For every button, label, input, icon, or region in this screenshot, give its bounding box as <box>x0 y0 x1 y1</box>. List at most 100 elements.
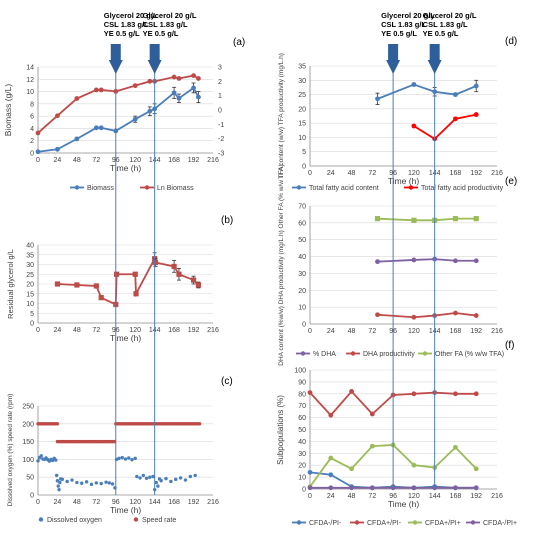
x-tick-label-c: 168 <box>168 499 180 506</box>
data-point-e-1 <box>453 310 458 316</box>
y-tick-label-e: 0 <box>302 322 306 329</box>
legend-label-c: Dissolved oxygen <box>47 517 102 524</box>
legend-label-e: DHA productivity <box>363 351 415 358</box>
x-tick-label-f: 192 <box>470 493 482 500</box>
y-tick-label-a: 0 <box>30 151 34 158</box>
data-point-a-0 <box>98 125 104 131</box>
y-tick-label-f: 30 <box>298 451 306 458</box>
data-point-c-0 <box>133 456 137 461</box>
y2-tick-label-a: 3 <box>218 65 222 72</box>
data-point-c-0 <box>110 482 115 486</box>
data-point-a-1 <box>196 76 201 81</box>
y2-tick-label-a: 2 <box>218 79 222 86</box>
data-point-c-0 <box>141 473 146 478</box>
data-point-f-3 <box>473 485 479 491</box>
data-point-c-0 <box>148 475 152 479</box>
data-point-c-0 <box>159 479 163 483</box>
y2-tick-label-a: -3 <box>218 151 224 158</box>
data-point-b-0 <box>98 295 104 301</box>
data-point-f-1 <box>349 389 354 394</box>
data-point-b-0 <box>190 277 197 283</box>
y-tick-label-b: 20 <box>26 282 34 289</box>
data-point-d-1 <box>453 116 458 122</box>
y-axis-title-b: Residual glycerol g/L <box>6 249 15 319</box>
data-point-b-0 <box>54 281 61 287</box>
data-point-c-0 <box>89 482 94 487</box>
data-point-d-0 <box>473 83 479 89</box>
y-tick-label-f: 70 <box>298 403 306 410</box>
data-point-c-0 <box>70 478 74 482</box>
y-tick-label-c: 100 <box>22 457 34 464</box>
data-point-a-0 <box>147 108 153 114</box>
data-point-c-0 <box>65 479 69 484</box>
data-point-c-0 <box>193 473 197 478</box>
x-tick-label-c: 24 <box>54 499 62 506</box>
data-point-f-1 <box>453 391 458 397</box>
data-point-c-1 <box>197 422 202 426</box>
y-tick-label-e: 20 <box>298 288 306 295</box>
data-point-c-0 <box>154 480 158 485</box>
x-tick-label-d: 168 <box>450 170 462 177</box>
legend-marker-a <box>74 185 80 190</box>
data-point-c-0 <box>104 480 108 484</box>
data-point-a-1 <box>191 73 196 78</box>
y-tick-label-c: 50 <box>26 475 34 482</box>
x-tick-label-f: 96 <box>389 493 397 500</box>
data-point-f-3 <box>369 485 375 491</box>
data-point-c-1 <box>55 422 60 426</box>
feed-arrow-icon <box>108 44 123 74</box>
feed-annotation-left-a: CSL 1.83 g/L <box>104 20 149 29</box>
data-point-b-0 <box>74 282 80 288</box>
data-point-c-0 <box>39 454 43 458</box>
data-point-b-0 <box>195 282 202 288</box>
x-tick-label-f: 72 <box>368 493 376 500</box>
y-tick-label-f: 40 <box>298 439 306 446</box>
legend-e: % DHA DHA productivity Other FA (% w/w TFA… <box>296 351 504 358</box>
y-tick-label-a: 14 <box>26 65 34 72</box>
series-line-b-0 <box>57 256 200 306</box>
data-point-a-0 <box>171 90 177 96</box>
x-axis-title-a: Time (h) <box>110 163 141 173</box>
data-point-f-2 <box>473 466 479 472</box>
data-point-c-0 <box>60 477 65 482</box>
data-point-e-0 <box>453 258 458 264</box>
data-point-e-1 <box>411 314 417 320</box>
x-tick-label-a: 48 <box>73 157 81 164</box>
y-tick-label-e: 10 <box>298 305 306 312</box>
data-point-e-2 <box>452 216 459 222</box>
legend-marker-f <box>296 520 302 525</box>
data-point-c-0 <box>127 456 131 460</box>
x-tick-label-d: 0 <box>308 170 312 177</box>
series-e-1 <box>375 310 479 320</box>
y-tick-label-f: 0 <box>302 487 306 494</box>
legend-marker-d <box>296 185 302 190</box>
legend-marker-e <box>422 351 428 356</box>
legend-marker-a <box>144 185 150 190</box>
y-axis-title-f: Subpopulations (%) <box>276 395 285 465</box>
x-tick-label-f: 48 <box>348 493 356 500</box>
data-point-c-0 <box>117 456 121 461</box>
y-tick-label-c: 250 <box>22 404 34 411</box>
x-tick-label-a: 24 <box>54 157 62 164</box>
y-tick-label-a: 8 <box>30 101 34 108</box>
y-tick-label-e: 60 <box>298 220 306 227</box>
data-point-a-0 <box>196 94 201 100</box>
data-point-a-1 <box>74 96 80 101</box>
data-point-a-1 <box>171 74 177 80</box>
x-tick-label-e: 72 <box>368 328 376 335</box>
feed-annotation-right-a: CSL 1.83 g/L <box>381 20 426 29</box>
legend-label-d: Total fatty acid content <box>309 185 379 192</box>
legend-label-f: CFDA-/PI+ <box>483 520 517 527</box>
y-tick-label-c: 0 <box>30 493 34 500</box>
panel-b: 0510152025303540024487296120144168192216… <box>26 215 233 343</box>
feed-arrow-icon <box>147 44 162 74</box>
y-axis-title-d: TFA content (w/w) TFA productivity (mg/L… <box>278 53 285 179</box>
legend-marker-f <box>412 520 418 525</box>
data-point-e-0 <box>473 258 479 264</box>
data-point-f-2 <box>349 466 354 472</box>
series-line-e-1 <box>377 312 477 319</box>
x-tick-label-e: 192 <box>470 328 482 335</box>
y-axis-title-a: Biomass (g/L) <box>3 84 13 137</box>
x-tick-label-e: 24 <box>327 328 335 335</box>
y-tick-label-f: 20 <box>298 463 306 470</box>
